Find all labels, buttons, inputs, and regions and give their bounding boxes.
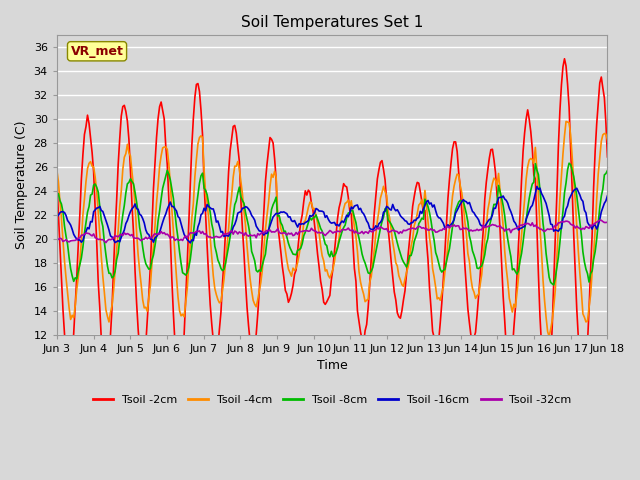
Tsoil -4cm [562, 119, 570, 124]
Tsoil -32cm [219, 232, 227, 238]
Tsoil -16cm [120, 227, 128, 233]
Tsoil -32cm [295, 229, 303, 235]
Tsoil -2cm [561, 56, 568, 61]
Line: Tsoil -2cm: Tsoil -2cm [57, 59, 607, 406]
Tsoil -8cm [576, 218, 584, 224]
Tsoil -8cm [550, 282, 557, 288]
Tsoil -8cm [244, 223, 252, 229]
Tsoil -2cm [120, 102, 128, 108]
Tsoil -32cm [604, 219, 611, 225]
Tsoil -16cm [576, 192, 584, 198]
Tsoil -8cm [120, 203, 128, 208]
Tsoil -2cm [576, 366, 584, 372]
Line: Tsoil -8cm: Tsoil -8cm [57, 163, 607, 285]
Line: Tsoil -16cm: Tsoil -16cm [57, 186, 607, 243]
Tsoil -16cm [219, 228, 227, 234]
Tsoil -4cm [294, 260, 301, 265]
Tsoil -8cm [236, 184, 243, 190]
Line: Tsoil -32cm: Tsoil -32cm [57, 220, 607, 242]
Tsoil -16cm [237, 209, 244, 215]
Legend: Tsoil -2cm, Tsoil -4cm, Tsoil -8cm, Tsoil -16cm, Tsoil -32cm: Tsoil -2cm, Tsoil -4cm, Tsoil -8cm, Tsoi… [88, 391, 576, 410]
Tsoil -8cm [604, 168, 611, 173]
Tsoil -4cm [576, 270, 584, 276]
Tsoil -16cm [533, 183, 541, 189]
Tsoil -16cm [604, 193, 611, 199]
Tsoil -16cm [186, 240, 194, 246]
Text: VR_met: VR_met [70, 45, 124, 58]
Tsoil -8cm [565, 160, 573, 166]
Tsoil -4cm [53, 167, 61, 173]
Tsoil -8cm [217, 265, 225, 271]
Tsoil -2cm [53, 175, 61, 181]
Tsoil -32cm [102, 240, 109, 245]
Tsoil -4cm [217, 299, 225, 304]
Tsoil -16cm [246, 209, 254, 215]
X-axis label: Time: Time [317, 359, 348, 372]
Tsoil -2cm [236, 158, 243, 164]
Tsoil -32cm [596, 217, 604, 223]
Y-axis label: Soil Temperature (C): Soil Temperature (C) [15, 120, 28, 249]
Tsoil -16cm [53, 214, 61, 220]
Tsoil -2cm [294, 248, 301, 254]
Tsoil -2cm [542, 403, 550, 408]
Tsoil -2cm [604, 154, 611, 160]
Tsoil -32cm [237, 230, 244, 236]
Tsoil -4cm [236, 166, 243, 172]
Tsoil -8cm [53, 192, 61, 197]
Tsoil -4cm [604, 137, 611, 143]
Tsoil -4cm [545, 334, 553, 340]
Tsoil -32cm [122, 231, 130, 237]
Tsoil -32cm [246, 232, 254, 238]
Tsoil -16cm [295, 221, 303, 227]
Line: Tsoil -4cm: Tsoil -4cm [57, 121, 607, 337]
Tsoil -2cm [217, 310, 225, 315]
Tsoil -32cm [53, 237, 61, 243]
Tsoil -8cm [294, 247, 301, 253]
Tsoil -2cm [244, 323, 252, 328]
Tsoil -4cm [244, 261, 252, 266]
Tsoil -4cm [120, 155, 128, 160]
Tsoil -32cm [575, 225, 582, 230]
Title: Soil Temperatures Set 1: Soil Temperatures Set 1 [241, 15, 423, 30]
